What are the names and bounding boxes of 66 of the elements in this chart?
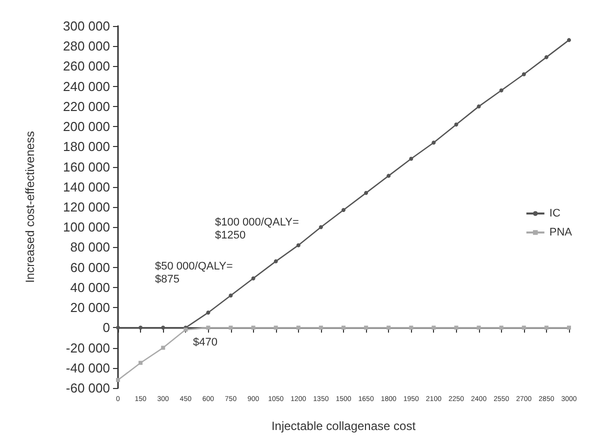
y-tick-label: 280 000 <box>63 38 110 54</box>
y-tick-label: 160 000 <box>63 159 110 174</box>
point <box>342 326 346 330</box>
legend-label: PNA <box>549 226 573 238</box>
y-tick-label: 80 000 <box>70 240 110 255</box>
point <box>454 326 458 330</box>
y-tick-label: 260 000 <box>63 58 110 74</box>
point <box>161 326 166 330</box>
annotation: $470 <box>193 336 218 348</box>
y-tick-label: 180 000 <box>63 139 110 154</box>
point <box>251 326 256 330</box>
y-tick-label: 40 000 <box>70 280 110 295</box>
point <box>499 88 504 92</box>
point <box>318 225 323 230</box>
point <box>206 326 210 330</box>
point <box>499 326 504 330</box>
y-tick-label: 20 000 <box>70 300 110 316</box>
point <box>386 326 391 330</box>
point <box>386 174 391 178</box>
point <box>161 346 166 350</box>
y-tick-label: -40 000 <box>66 360 110 376</box>
point <box>228 293 233 298</box>
point <box>138 360 143 365</box>
point <box>522 326 526 330</box>
point <box>116 326 120 330</box>
point <box>364 190 368 195</box>
y-axis-title: Increased cost-effectiveness <box>23 131 37 283</box>
point <box>476 104 481 108</box>
legend-label: IC <box>549 208 560 220</box>
point <box>116 378 120 382</box>
y-tick-label: 240 000 <box>63 78 110 94</box>
point <box>364 326 368 330</box>
annotation: $50 000/QALY= $875 <box>155 260 233 286</box>
x-axis-title: Injectable collagenase cost <box>271 419 416 433</box>
point <box>206 310 210 315</box>
y-tick-label: 120 000 <box>63 200 110 214</box>
y-tick-label: 300 000 <box>63 18 110 34</box>
point <box>409 156 414 161</box>
point <box>567 38 571 42</box>
point <box>318 326 323 330</box>
point <box>409 326 414 330</box>
y-tick-label: -60 000 <box>66 380 110 396</box>
point <box>274 326 278 330</box>
y-tick-label: 200 000 <box>63 119 110 134</box>
y-tick-label: 100 000 <box>63 220 110 235</box>
point <box>544 55 548 60</box>
point <box>567 326 571 330</box>
point <box>251 276 256 280</box>
point <box>296 326 300 330</box>
point <box>454 122 458 127</box>
point <box>342 208 346 212</box>
point <box>432 140 436 145</box>
point <box>432 326 436 330</box>
y-tick-label: 220 000 <box>63 98 110 114</box>
y-tick-label: 60 000 <box>70 260 110 275</box>
point <box>138 326 143 330</box>
point <box>544 326 548 330</box>
point <box>476 326 481 330</box>
point <box>228 326 233 330</box>
point <box>296 243 300 248</box>
y-tick-label: 140 000 <box>63 179 110 194</box>
point <box>522 72 526 76</box>
point <box>274 259 278 264</box>
y-tick-label: -20 000 <box>66 340 110 356</box>
annotation: $100 000/QALY= $1250 <box>215 216 299 242</box>
y-tick-label: 0 <box>102 320 110 336</box>
